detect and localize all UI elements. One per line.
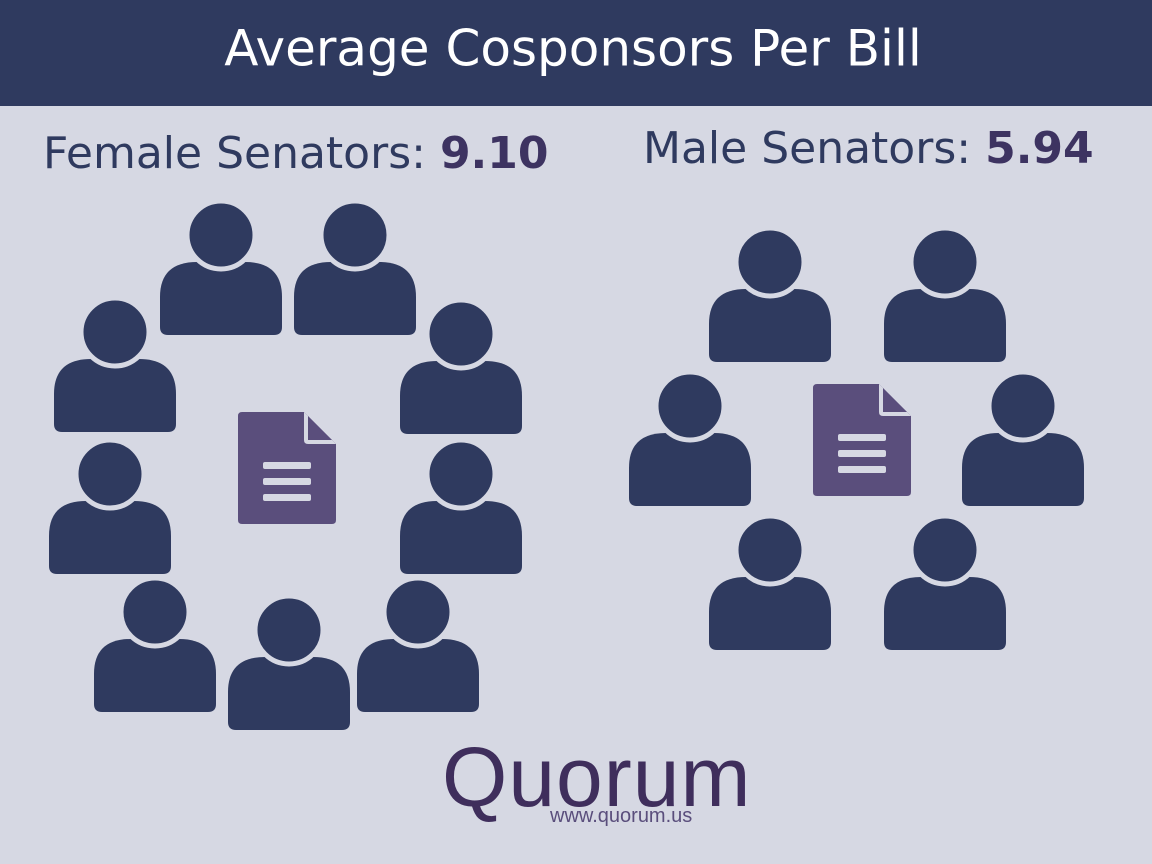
label-text: Female Senators: [43, 128, 426, 179]
person-icon [629, 372, 751, 506]
person-icon [400, 300, 522, 434]
female-group [49, 201, 522, 730]
person-icon [294, 201, 416, 335]
person-icon [884, 516, 1006, 650]
person-icon [54, 298, 176, 432]
document-icon [813, 384, 911, 496]
panel-label: Male Senators: 5.94 [643, 123, 1094, 174]
document-icon [238, 412, 336, 524]
person-icon [709, 228, 831, 362]
person-icon [400, 440, 522, 574]
title: Average Cosponsors Per Bill [224, 20, 922, 78]
person-icon [962, 372, 1084, 506]
person-icon [884, 228, 1006, 362]
male-group [629, 228, 1084, 650]
panel-label: Female Senators: 9.10 [43, 128, 549, 179]
header-bar [0, 0, 1152, 106]
person-icon [160, 201, 282, 335]
person-icon [709, 516, 831, 650]
logo-name: Quorum [442, 730, 751, 824]
label-text: Male Senators: [643, 123, 971, 174]
person-icon [94, 578, 216, 712]
logo-url: www.quorum.us [549, 805, 692, 827]
person-icon [357, 578, 479, 712]
person-icon [228, 596, 350, 730]
value-text: 9.10 [440, 128, 549, 179]
person-icon [49, 440, 171, 574]
value-text: 5.94 [985, 123, 1094, 174]
